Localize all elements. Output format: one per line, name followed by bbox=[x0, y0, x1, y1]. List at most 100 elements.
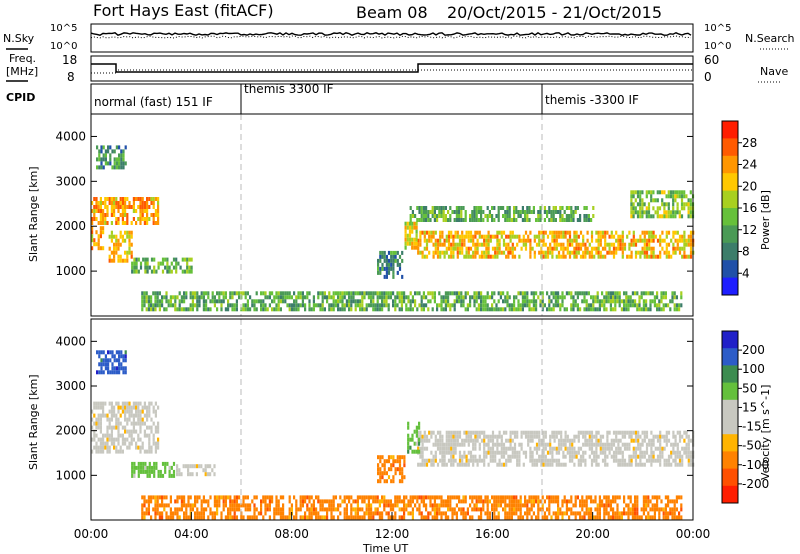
heatmap-cell bbox=[515, 503, 518, 508]
heatmap-cell bbox=[592, 307, 595, 312]
heatmap-cell bbox=[334, 291, 337, 296]
heatmap-cell bbox=[356, 303, 359, 308]
heatmap-cell bbox=[147, 303, 150, 308]
heatmap-cell bbox=[636, 307, 639, 312]
heatmap-cell bbox=[183, 307, 186, 312]
heatmap-cell bbox=[516, 234, 519, 239]
heatmap-cell bbox=[432, 250, 435, 255]
heatmap-cell bbox=[546, 250, 550, 255]
heatmap-cell bbox=[480, 438, 484, 443]
heatmap-cell bbox=[379, 471, 382, 476]
heatmap-cell bbox=[185, 511, 188, 516]
heatmap-cell bbox=[383, 499, 386, 504]
heatmap-cell bbox=[489, 458, 492, 463]
velocity-ylabel: Slant Range [km] bbox=[27, 374, 40, 470]
colorbar-swatch bbox=[722, 382, 738, 401]
heatmap-cell bbox=[529, 438, 532, 443]
heatmap-cell bbox=[544, 442, 547, 447]
heatmap-cell bbox=[398, 499, 401, 504]
heatmap-cell bbox=[630, 210, 633, 215]
heatmap-cell bbox=[667, 495, 670, 500]
heatmap-cell bbox=[610, 446, 613, 451]
heatmap-cell bbox=[235, 307, 238, 312]
heatmap-cell bbox=[672, 250, 675, 255]
heatmap-cell bbox=[612, 442, 616, 447]
heatmap-cell bbox=[246, 507, 249, 512]
heatmap-cell bbox=[93, 421, 96, 426]
heatmap-cell bbox=[403, 291, 406, 296]
heatmap-cell bbox=[504, 507, 507, 512]
heatmap-cell bbox=[417, 430, 420, 435]
heatmap-cell bbox=[146, 257, 149, 262]
heatmap-cell bbox=[152, 405, 155, 410]
noise-sky-label: N.Sky bbox=[3, 32, 35, 45]
heatmap-cell bbox=[571, 250, 574, 255]
heatmap-cell bbox=[615, 458, 618, 463]
heatmap-cell bbox=[641, 430, 644, 435]
heatmap-cell bbox=[135, 465, 138, 470]
heatmap-cell bbox=[106, 205, 109, 209]
heatmap-cell bbox=[639, 434, 642, 439]
heatmap-cell bbox=[610, 234, 613, 239]
heatmap-cell bbox=[161, 295, 164, 300]
heatmap-cell bbox=[458, 295, 461, 300]
heatmap-cell bbox=[436, 446, 440, 451]
heatmap-cell bbox=[515, 511, 518, 516]
heatmap-cell bbox=[465, 458, 468, 463]
heatmap-cell bbox=[529, 238, 532, 243]
heatmap-cell bbox=[665, 210, 668, 215]
heatmap-cell bbox=[117, 429, 120, 434]
heatmap-cell bbox=[477, 291, 480, 296]
heatmap-cell bbox=[584, 442, 587, 447]
heatmap-cell bbox=[508, 295, 511, 300]
heatmap-cell bbox=[91, 221, 94, 225]
heatmap-cell bbox=[174, 299, 177, 304]
heatmap-cell bbox=[411, 241, 414, 246]
heatmap-cell bbox=[543, 218, 546, 222]
heatmap-cell bbox=[439, 446, 442, 451]
heatmap-cell bbox=[488, 499, 491, 504]
heatmap-cell bbox=[477, 307, 480, 312]
heatmap-cell bbox=[148, 405, 151, 410]
heatmap-cell bbox=[505, 446, 508, 451]
heatmap-cell bbox=[165, 503, 168, 508]
heatmap-cell bbox=[106, 413, 109, 418]
xtick-label: 12:00 bbox=[375, 527, 410, 541]
heatmap-cell bbox=[619, 430, 622, 435]
heatmap-cell bbox=[502, 242, 506, 247]
heatmap-cell bbox=[398, 495, 401, 500]
heatmap-cell bbox=[648, 454, 651, 459]
heatmap-cell bbox=[205, 291, 208, 296]
heatmap-cell bbox=[584, 434, 587, 439]
heatmap-cell bbox=[659, 238, 662, 243]
heatmap-cell bbox=[598, 303, 601, 308]
heatmap-cell bbox=[608, 442, 611, 447]
heatmap-cell bbox=[394, 467, 397, 472]
heatmap-cell bbox=[540, 230, 543, 235]
heatmap-cell bbox=[148, 461, 151, 466]
heatmap-cell bbox=[585, 499, 588, 504]
heatmap-cell bbox=[661, 246, 664, 251]
heatmap-cell bbox=[483, 450, 486, 455]
heatmap-cell bbox=[98, 165, 101, 170]
heatmap-cell bbox=[671, 499, 674, 504]
heatmap-cell bbox=[661, 230, 664, 235]
heatmap-cell bbox=[511, 438, 514, 443]
heatmap-cell bbox=[277, 307, 280, 312]
heatmap-cell bbox=[551, 230, 554, 235]
heatmap-cell bbox=[526, 206, 529, 210]
heatmap-cell bbox=[659, 442, 662, 447]
heatmap-cell bbox=[483, 454, 486, 459]
heatmap-cell bbox=[463, 454, 466, 459]
heatmap-cell bbox=[462, 515, 465, 520]
heatmap-cell bbox=[189, 291, 192, 296]
heatmap-cell bbox=[508, 206, 511, 210]
heatmap-cell bbox=[687, 234, 690, 239]
heatmap-cell bbox=[453, 507, 456, 512]
heatmap-cell bbox=[497, 307, 500, 312]
heatmap-cell bbox=[196, 291, 199, 296]
colorbar-swatch bbox=[722, 225, 738, 244]
heatmap-cell bbox=[499, 206, 502, 210]
heatmap-cell bbox=[444, 291, 447, 296]
heatmap-cell bbox=[532, 307, 535, 312]
